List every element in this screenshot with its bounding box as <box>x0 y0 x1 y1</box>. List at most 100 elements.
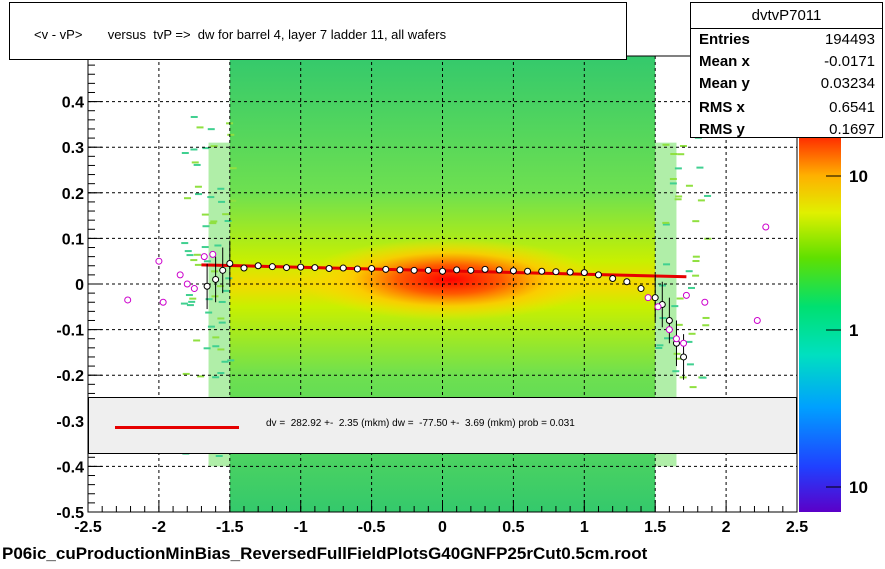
profile-point <box>651 294 659 302</box>
density-speckle <box>191 161 199 164</box>
density-speckle <box>659 317 667 320</box>
density-speckle <box>677 153 685 156</box>
density-speckle <box>184 250 192 253</box>
fit-legend-line <box>115 426 239 429</box>
density-speckle <box>671 305 679 308</box>
outlier-point <box>682 291 690 299</box>
stats-key: RMS x <box>699 99 745 116</box>
density-speckle <box>675 357 683 360</box>
density-speckle <box>193 163 201 166</box>
density-speckle <box>669 177 677 180</box>
density-speckle <box>685 184 693 187</box>
profile-point <box>439 267 446 275</box>
density-speckle <box>662 221 670 224</box>
x-tick-label: -2.5 <box>74 519 102 536</box>
profile-point <box>240 264 248 272</box>
stats-key: Mean y <box>699 75 750 92</box>
y-tick-label: -0.4 <box>56 459 84 476</box>
density-speckle <box>692 274 700 277</box>
density-speckle <box>182 372 190 375</box>
profile-point <box>339 264 347 272</box>
outlier-point <box>176 271 184 279</box>
profile-point <box>325 264 333 272</box>
density-speckle <box>692 260 700 263</box>
outlier-point <box>159 298 167 306</box>
density-speckle <box>662 223 670 226</box>
density-speckle <box>221 360 229 363</box>
outlier-point <box>183 280 191 288</box>
stats-value: 194493 <box>824 31 875 48</box>
density-speckle <box>217 317 225 320</box>
density-speckle <box>190 115 198 118</box>
x-tick-label: -1 <box>294 519 308 536</box>
density-speckle <box>184 197 192 200</box>
profile-point <box>665 316 673 324</box>
profile-point <box>495 266 503 274</box>
density-speckle <box>688 332 696 335</box>
density-speckle <box>679 145 687 148</box>
fit-legend-box: dv = 282.92 +- 2.35 (mkm) dw = -77.50 +-… <box>88 397 797 454</box>
density-speckle <box>669 337 677 340</box>
density-speckle <box>218 300 226 303</box>
outlier-point <box>209 250 217 258</box>
outlier-point <box>654 303 662 311</box>
density-speckle <box>686 363 694 366</box>
profile-point <box>453 266 461 274</box>
stats-row-entries: Entries 194493 <box>699 31 875 53</box>
density-speckle <box>692 220 700 223</box>
profile-point <box>467 266 475 274</box>
stats-key: Entries <box>699 31 750 48</box>
outlier-point <box>680 339 688 347</box>
density-speckle <box>205 311 213 314</box>
density-speckle <box>193 339 201 342</box>
density-speckle <box>664 337 672 340</box>
density-speckle <box>195 193 203 196</box>
outlier-point <box>155 257 163 265</box>
density-speckle <box>676 297 684 300</box>
x-tick-label: -2 <box>152 519 166 536</box>
density-speckle <box>211 270 219 273</box>
density-speckle <box>202 147 210 150</box>
density-speckle <box>180 302 188 305</box>
density-speckle <box>197 375 205 378</box>
outlier-point <box>124 296 132 304</box>
density-speckle <box>217 187 225 190</box>
profile-point <box>594 271 602 279</box>
outlier-point <box>200 253 208 261</box>
color-bar-label: 10 <box>849 478 868 497</box>
density-speckle <box>209 222 217 225</box>
outlier-point <box>665 326 673 334</box>
density-speckle <box>689 386 697 389</box>
y-tick-label: 0.4 <box>62 95 84 112</box>
profile-point <box>424 266 432 274</box>
stats-row-rms-x: RMS x 0.6541 <box>699 99 875 121</box>
density-speckle <box>699 376 707 379</box>
density-speckle <box>212 376 220 379</box>
profile-point <box>254 262 262 270</box>
stats-value: 0.1697 <box>829 121 875 138</box>
density-speckle <box>217 348 225 351</box>
stats-value: 0.6541 <box>829 99 875 116</box>
x-tick-label: 2.5 <box>786 519 808 536</box>
profile-point <box>538 267 546 275</box>
density-speckle <box>201 213 209 216</box>
x-tick-label: 0 <box>438 519 447 536</box>
plot-title-box: <v - vP> versus tvP => dw for barrel 4, … <box>9 2 627 60</box>
density-speckle <box>688 286 696 289</box>
profile-point <box>396 266 404 274</box>
density-speckle <box>211 295 219 298</box>
profile-point <box>509 267 517 275</box>
density-speckle <box>674 167 682 170</box>
outlier-point <box>190 285 198 293</box>
stats-value: 0.03234 <box>820 75 875 92</box>
density-speckle <box>201 246 209 249</box>
profile-point <box>552 268 560 276</box>
density-speckle <box>194 263 202 266</box>
density-speckle <box>685 340 693 343</box>
density-speckle <box>186 304 194 307</box>
density-speckle <box>193 253 201 256</box>
density-speckle <box>207 196 215 199</box>
profile-point <box>226 259 234 267</box>
x-tick-label: 0.5 <box>502 519 524 536</box>
